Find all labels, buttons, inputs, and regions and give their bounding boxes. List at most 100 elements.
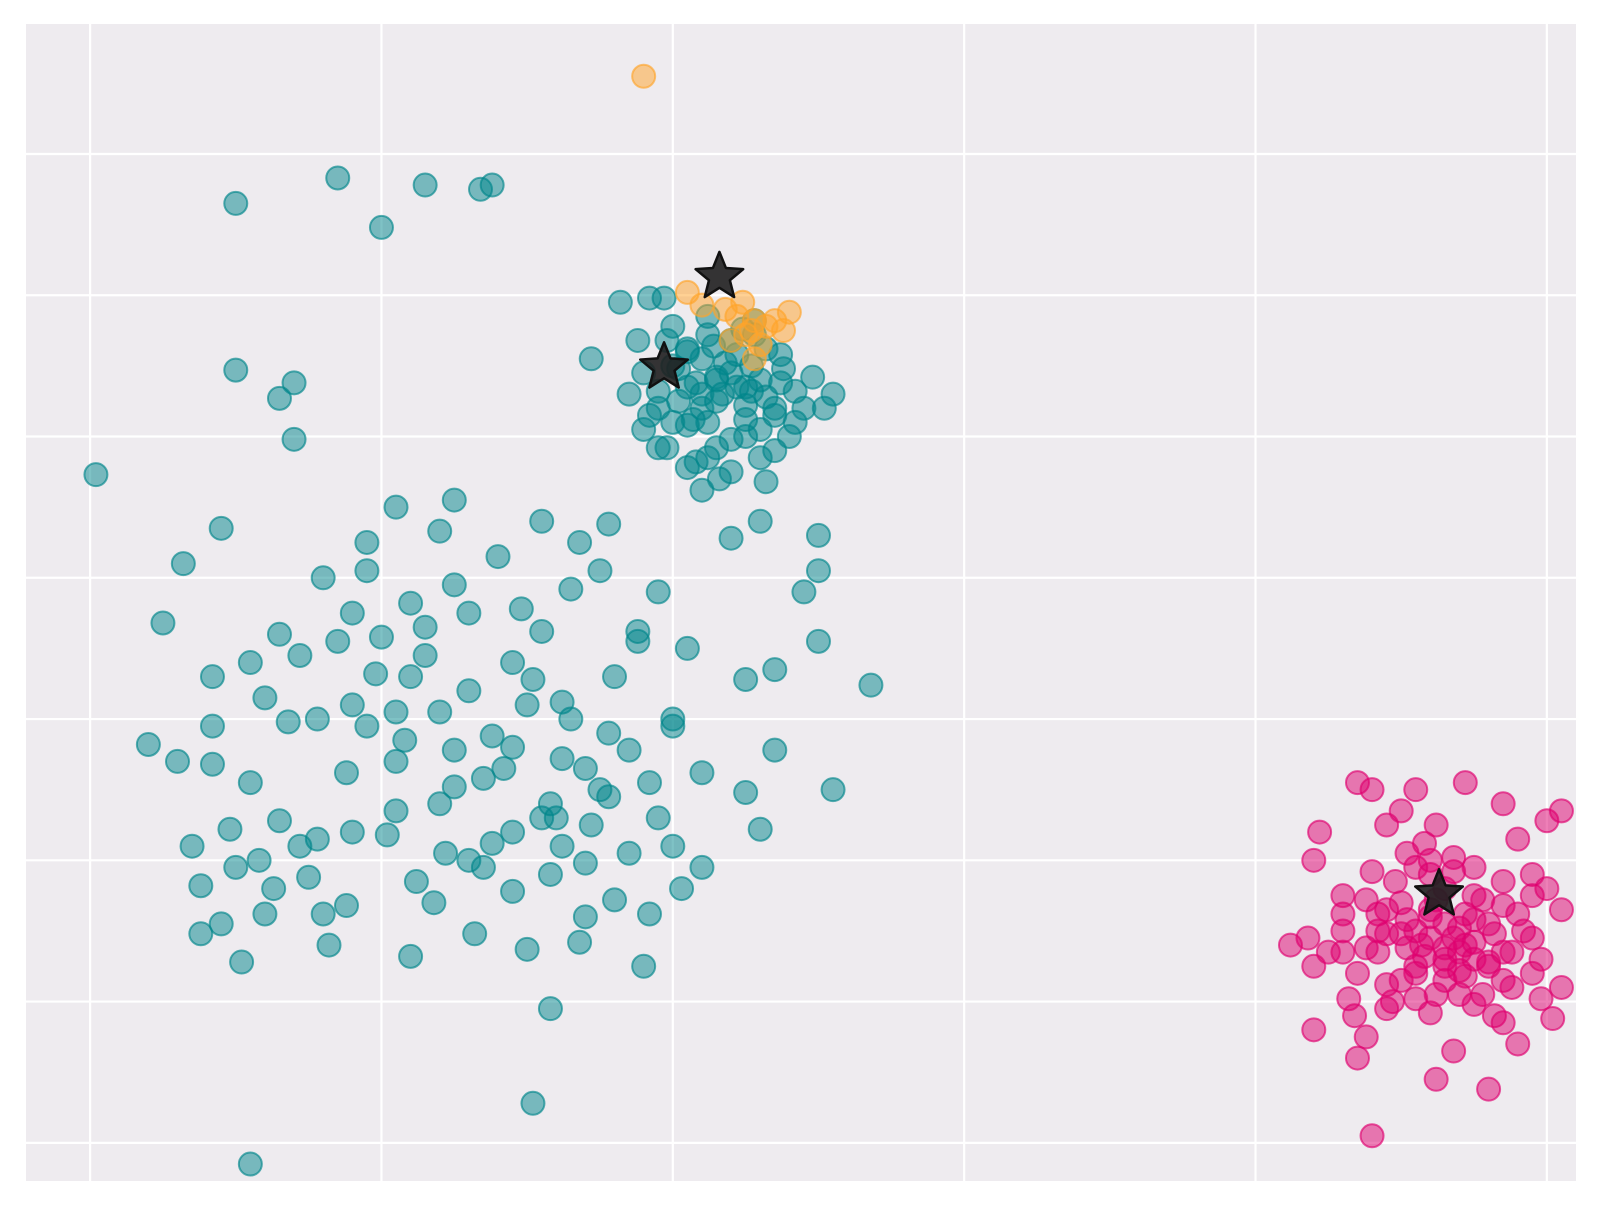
- data-point: [1540, 1006, 1566, 1032]
- data-point: [252, 901, 278, 927]
- data-point: [165, 748, 191, 774]
- data-point: [1359, 859, 1385, 885]
- data-point: [1374, 812, 1400, 838]
- data-point: [287, 833, 313, 859]
- data-point: [1505, 826, 1531, 852]
- data-point: [718, 327, 744, 353]
- data-point: [1353, 935, 1379, 961]
- data-point: [602, 887, 628, 913]
- data-point: [645, 435, 671, 461]
- data-point: [412, 642, 438, 668]
- data-point: [479, 172, 505, 198]
- data-point: [316, 932, 342, 958]
- data-point: [237, 770, 263, 796]
- data-point: [500, 650, 526, 676]
- data-point: [549, 689, 575, 715]
- data-point: [514, 692, 540, 718]
- data-point: [631, 953, 657, 979]
- data-point: [730, 289, 756, 315]
- data-point: [660, 313, 686, 339]
- data-point: [1441, 1038, 1467, 1064]
- data-point: [529, 618, 555, 644]
- data-point: [333, 893, 359, 919]
- data-point: [645, 579, 671, 605]
- data-point: [631, 63, 657, 89]
- data-point: [733, 666, 759, 692]
- data-point: [383, 699, 409, 725]
- data-point: [660, 706, 686, 732]
- data-point: [1470, 982, 1496, 1008]
- data-point: [636, 770, 662, 796]
- data-point: [520, 1090, 546, 1116]
- data-point: [1505, 1031, 1531, 1057]
- data-point: [674, 455, 700, 481]
- data-point: [625, 327, 651, 353]
- data-point: [1548, 897, 1574, 923]
- data-point: [1476, 1076, 1502, 1102]
- data-point: [1499, 939, 1525, 965]
- data-point: [669, 876, 695, 902]
- data-point: [223, 854, 249, 880]
- data-point: [858, 672, 884, 698]
- data-point: [310, 565, 336, 591]
- data-point: [616, 737, 642, 763]
- data-point: [456, 678, 482, 704]
- data-point: [325, 165, 351, 191]
- data-point: [733, 424, 759, 450]
- data-point: [1394, 840, 1420, 866]
- data-point: [508, 596, 534, 622]
- data-point: [1490, 893, 1516, 919]
- data-point: [398, 943, 424, 969]
- data-point: [689, 854, 715, 880]
- data-point: [1490, 869, 1516, 895]
- data-point: [1423, 1066, 1449, 1092]
- data-point: [596, 720, 622, 746]
- data-point: [1476, 953, 1502, 979]
- data-point: [1379, 989, 1405, 1015]
- data-point: [339, 600, 365, 626]
- data-point: [1452, 932, 1478, 958]
- data-point: [199, 713, 225, 739]
- data-point: [753, 469, 779, 495]
- data-point: [441, 774, 467, 800]
- data-point: [339, 692, 365, 718]
- data-point: [261, 876, 287, 902]
- data-point: [529, 508, 555, 534]
- data-point: [310, 901, 336, 927]
- data-point: [208, 515, 234, 541]
- data-point: [1446, 982, 1472, 1008]
- data-point: [578, 346, 604, 372]
- data-point: [333, 760, 359, 786]
- data-point: [368, 624, 394, 650]
- centroid-star-icon: [694, 250, 745, 299]
- data-point: [587, 777, 613, 803]
- data-point: [1359, 1123, 1385, 1149]
- data-point: [689, 477, 715, 503]
- data-point: [500, 734, 526, 760]
- data-point: [491, 755, 517, 781]
- data-point: [441, 572, 467, 598]
- data-point: [1277, 932, 1303, 958]
- data-point: [537, 791, 563, 817]
- data-point: [1344, 960, 1370, 986]
- data-point: [1301, 847, 1327, 873]
- data-point: [199, 751, 225, 777]
- grid: [26, 24, 1576, 1181]
- data-point: [246, 847, 272, 873]
- data-point: [1481, 921, 1507, 947]
- data-point: [296, 864, 322, 890]
- data-point: [252, 685, 278, 711]
- data-point: [616, 840, 642, 866]
- data-point: [537, 861, 563, 887]
- data-point: [572, 755, 598, 781]
- data-point: [500, 819, 526, 845]
- data-point: [1548, 974, 1574, 1000]
- data-point: [188, 873, 214, 899]
- data-point: [805, 628, 831, 654]
- data-point: [1301, 1017, 1327, 1043]
- data-point: [567, 929, 593, 955]
- data-point: [1423, 812, 1449, 838]
- data-point: [398, 590, 424, 616]
- data-point: [537, 996, 563, 1022]
- data-point: [412, 172, 438, 198]
